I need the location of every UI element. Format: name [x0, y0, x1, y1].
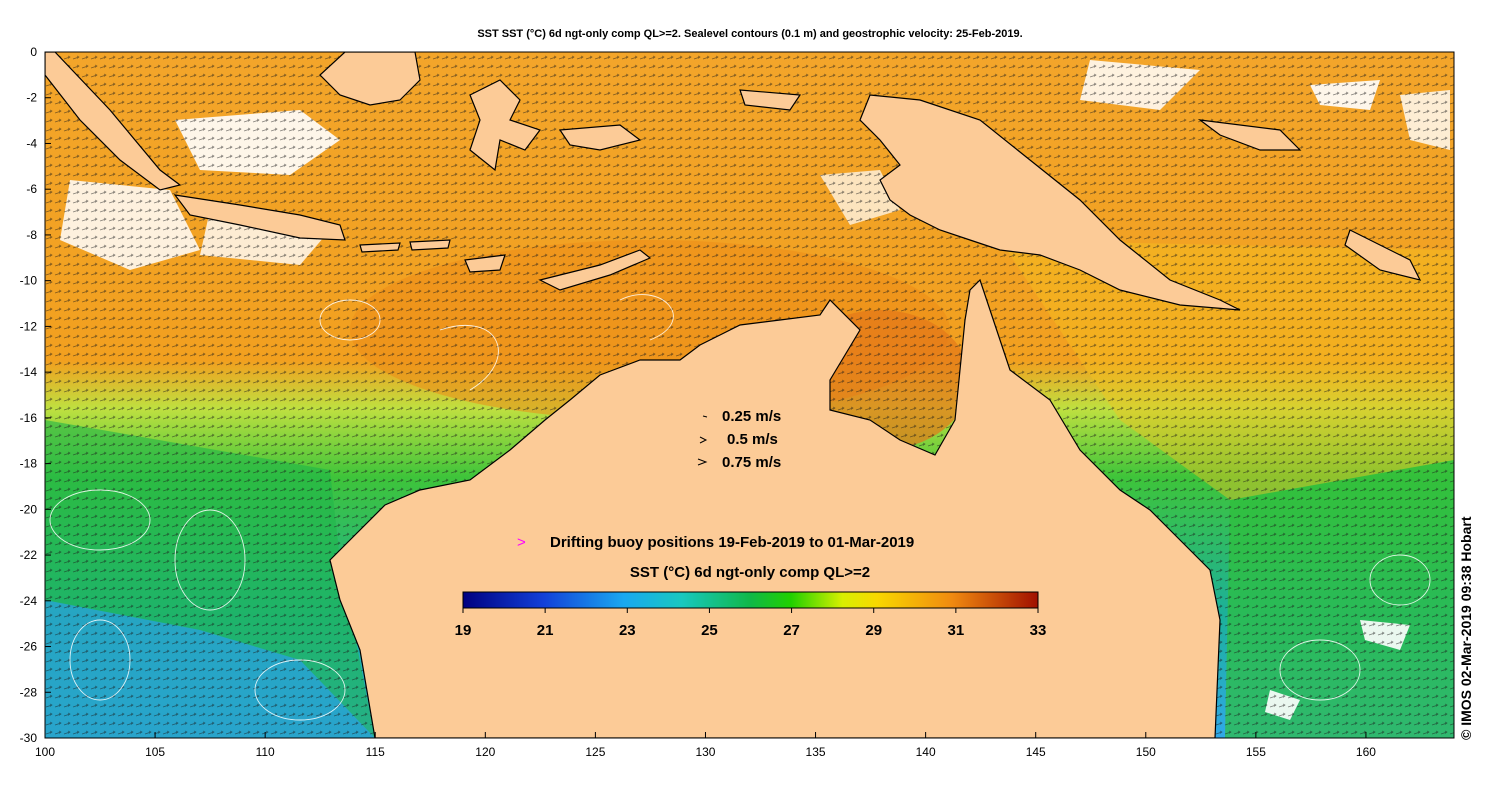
y-tick-label: -18 [20, 457, 38, 471]
colorbar-tick-label: 33 [1030, 622, 1047, 639]
java [173, 194, 346, 241]
x-tick-label: 125 [585, 745, 605, 759]
y-tick-label: -28 [20, 685, 38, 699]
x-tick-label: 100 [35, 745, 55, 759]
x-tick-label: 155 [1246, 745, 1266, 759]
velocity-legend-label: 0.25 m/s [722, 408, 781, 425]
y-tick-label: -10 [20, 274, 38, 288]
y-tick-label: -24 [20, 594, 38, 608]
x-tick-label: 150 [1136, 745, 1156, 759]
australia-landmass [329, 278, 1221, 738]
colorbar-tick-label: 23 [619, 622, 636, 639]
x-tick-label: 160 [1356, 745, 1376, 759]
colorbar-tick-label: 19 [455, 622, 472, 639]
y-tick-label: -26 [20, 640, 38, 654]
x-tick-label: 135 [806, 745, 826, 759]
velocity-legend: 0.25 m/s 0.5 m/s 0.75 m/s [697, 408, 781, 471]
colorbar-tick-label: 25 [701, 622, 718, 639]
land [45, 52, 1422, 738]
y-tick-label: -12 [20, 319, 38, 333]
y-tick-label: -14 [20, 365, 38, 379]
velocity-legend-label: 0.75 m/s [722, 454, 781, 471]
colorbar-title: SST (°C) 6d ngt-only comp QL>=2 [630, 564, 870, 581]
colorbar-ticks: 19 21 23 25 27 29 31 33 [455, 608, 1047, 639]
velocity-legend-item-05: 0.5 m/s [699, 431, 778, 448]
y-tick-label: -16 [20, 411, 38, 425]
x-tick-label: 145 [1026, 745, 1046, 759]
timor [538, 249, 652, 291]
borneo [319, 52, 421, 106]
colorbar: SST (°C) 6d ngt-only comp QL>=2 19 21 23 25… [455, 564, 1047, 639]
sulawesi [469, 79, 541, 172]
new-guinea [859, 94, 1241, 311]
sumatra [45, 52, 182, 191]
y-tick-label: -6 [26, 182, 37, 196]
credit-text: © IMOS 02-Mar-2019 09:38 Hobart [1458, 516, 1474, 740]
x-axis: 100 105 110 115 120 125 130 135 140 145 150 155 160 [35, 732, 1376, 759]
map-plot-area [45, 52, 1454, 738]
x-tick-label: 115 [366, 745, 385, 759]
velocity-legend-item-025: 0.25 m/s [702, 408, 781, 425]
colorbar-tick-label: 27 [783, 622, 800, 639]
x-tick-label: 130 [695, 745, 715, 759]
y-tick-label: 0 [30, 45, 37, 59]
x-tick-label: 105 [145, 745, 165, 759]
velocity-legend-item-075: 0.75 m/s [697, 454, 781, 471]
y-tick-label: -20 [20, 502, 38, 516]
x-tick-label: 140 [916, 745, 936, 759]
buoy-legend: > Drifting buoy positions 19-Feb-2019 to… [517, 534, 914, 551]
colorbar-tick-label: 29 [865, 622, 882, 639]
new-britain [1197, 119, 1302, 151]
sealevel-contours [49, 294, 1431, 721]
colorbar-gradient [462, 591, 1039, 609]
y-tick-label: -30 [20, 731, 38, 745]
map-title: SST SST (°C) 6d ngt-only comp QL>=2. Sea… [477, 28, 1023, 40]
buoy-legend-label: Drifting buoy positions 19-Feb-2019 to 0… [550, 534, 914, 551]
x-tick-label: 110 [256, 745, 275, 759]
y-axis: 0 -2 -4 -6 -8 -10 -12 -14 -16 -18 -20 -22 -24 -26 -28 -… [20, 45, 51, 745]
velocity-legend-label: 0.5 m/s [727, 431, 778, 448]
y-tick-label: -4 [26, 136, 37, 150]
x-tick-label: 120 [475, 745, 495, 759]
buoy-marker-icon: > [517, 534, 526, 551]
y-tick-label: -8 [26, 228, 37, 242]
y-tick-label: -22 [20, 548, 38, 562]
colorbar-tick-label: 21 [537, 622, 554, 639]
plot-frame [44, 51, 1455, 739]
solomon-islands [1344, 229, 1422, 281]
colorbar-tick-label: 31 [948, 622, 965, 639]
y-tick-label: -2 [26, 91, 37, 105]
